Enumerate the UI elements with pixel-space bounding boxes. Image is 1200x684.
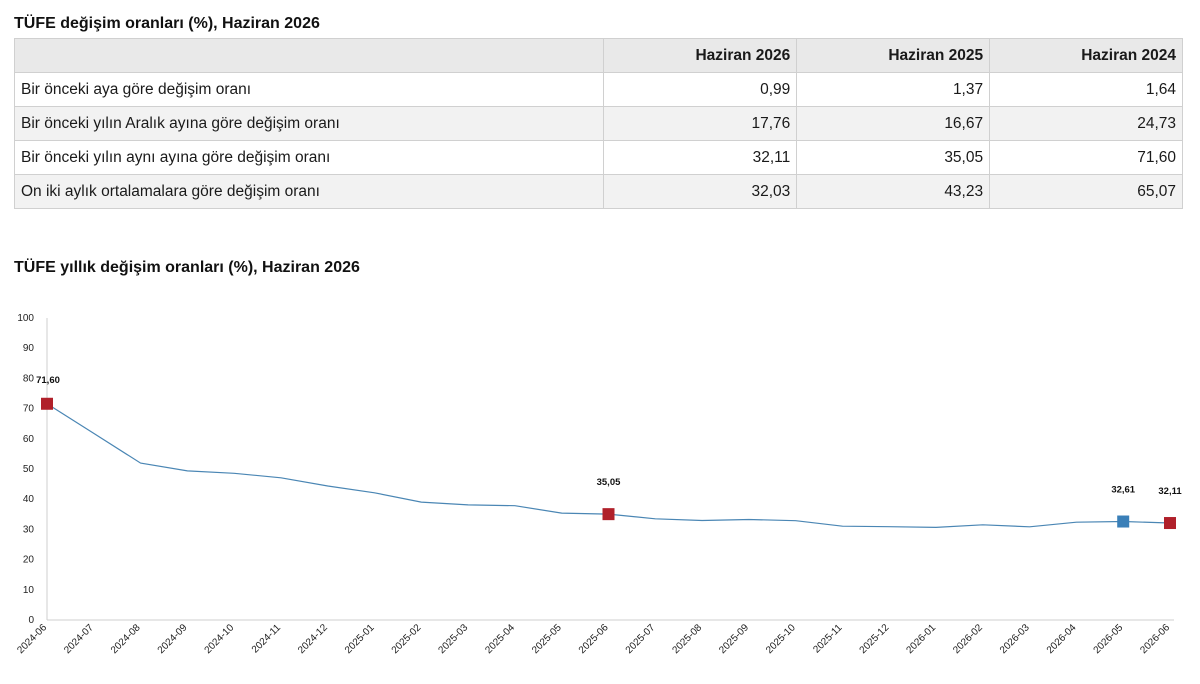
- y-tick-label: 20: [23, 555, 35, 566]
- cell-value: 17,76: [603, 106, 798, 141]
- row-label: On iki aylık ortalamalara göre değişim o…: [13, 174, 605, 209]
- x-tick-label: 2024-10: [203, 622, 237, 656]
- x-tick-label: 2025-05: [530, 622, 564, 656]
- data-label: 71,60: [36, 375, 60, 386]
- x-tick-label: 2025-02: [390, 622, 424, 656]
- x-tick-label: 2026-06: [1138, 622, 1172, 656]
- data-marker: [602, 508, 615, 521]
- cell-value: 71,60: [989, 140, 1183, 175]
- x-tick-label: 2026-04: [1045, 622, 1079, 656]
- row-label: Bir önceki yılın Aralık ayına göre değiş…: [13, 106, 605, 141]
- y-tick-label: 30: [23, 524, 35, 535]
- cpi-table: Haziran 2026 Haziran 2025 Haziran 2024 B…: [13, 38, 1183, 209]
- y-tick-label: 60: [23, 434, 35, 445]
- row-label: Bir önceki yılın aynı ayına göre değişim…: [13, 140, 605, 175]
- chart-title: TÜFE yıllık değişim oranları (%), Hazira…: [14, 259, 360, 276]
- cell-value: 32,03: [603, 174, 798, 209]
- x-tick-label: 2024-08: [109, 622, 143, 656]
- x-tick-label: 2025-04: [483, 622, 517, 656]
- x-tick-label: 2026-01: [904, 622, 938, 656]
- cell-value: 43,23: [796, 174, 991, 209]
- data-marker: [1117, 515, 1130, 528]
- y-tick-label: 50: [23, 464, 35, 475]
- table-header-row: Haziran 2026 Haziran 2025 Haziran 2024: [13, 38, 1183, 73]
- x-tick-label: 2024-12: [296, 622, 330, 656]
- y-tick-label: 70: [23, 404, 35, 415]
- cell-value: 35,05: [796, 140, 991, 175]
- x-tick-label: 2025-06: [577, 622, 611, 656]
- x-tick-label: 2025-07: [624, 622, 658, 656]
- x-tick-label: 2024-07: [62, 622, 96, 656]
- data-label: 32,61: [1111, 485, 1135, 496]
- x-tick-label: 2024-09: [156, 622, 190, 656]
- x-tick-label: 2024-06: [15, 622, 49, 656]
- x-tick-label: 2026-05: [1092, 622, 1126, 656]
- cell-value: 1,64: [989, 72, 1183, 107]
- data-label: 35,05: [597, 477, 621, 488]
- y-tick-label: 100: [17, 313, 34, 324]
- header-cell-2026: Haziran 2026: [603, 38, 798, 73]
- cell-value: 24,73: [989, 106, 1183, 141]
- y-tick-label: 80: [23, 373, 35, 384]
- line-chart: 0 10 20 30 40 50 60 70 80 90 100 2024-06 2024-07 2024…: [15, 313, 1182, 656]
- table-row: On iki aylık ortalamalara göre değişim o…: [13, 174, 1183, 209]
- x-tick-label: 2025-09: [717, 622, 751, 656]
- y-tick-label: 90: [23, 343, 35, 354]
- y-tick-label: 0: [28, 615, 34, 626]
- x-tick-label: 2025-10: [764, 622, 798, 656]
- cell-value: 0,99: [603, 72, 798, 107]
- data-marker: [1164, 517, 1176, 530]
- x-tick-label: 2025-12: [858, 622, 892, 656]
- x-tick-label: 2026-02: [951, 622, 985, 656]
- table-row: Bir önceki yılın Aralık ayına göre değiş…: [13, 106, 1183, 141]
- data-label: 32,11: [1158, 486, 1182, 497]
- header-cell-blank: [13, 38, 605, 73]
- x-tick-label: 2024-11: [250, 622, 284, 656]
- table-title: TÜFE değişim oranları (%), Haziran 2026: [14, 15, 320, 32]
- x-tick-label: 2025-08: [670, 622, 704, 656]
- table-row: Bir önceki yılın aynı ayına göre değişim…: [13, 140, 1183, 175]
- x-tick-label: 2026-03: [998, 622, 1032, 656]
- data-marker: [41, 397, 53, 410]
- header-cell-2024: Haziran 2024: [989, 38, 1183, 73]
- y-tick-label: 10: [23, 585, 35, 596]
- cell-value: 16,67: [796, 106, 991, 141]
- x-tick-label: 2025-03: [437, 622, 471, 656]
- x-tick-label: 2025-01: [343, 622, 377, 656]
- y-tick-label: 40: [23, 494, 35, 505]
- cell-value: 65,07: [989, 174, 1183, 209]
- table-row: Bir önceki aya göre değişim oranı 0,99 1…: [13, 72, 1183, 107]
- row-label: Bir önceki aya göre değişim oranı: [13, 72, 605, 107]
- x-tick-label: 2025-11: [811, 622, 845, 656]
- cell-value: 1,37: [796, 72, 991, 107]
- header-cell-2025: Haziran 2025: [796, 38, 991, 73]
- cell-value: 32,11: [603, 140, 798, 175]
